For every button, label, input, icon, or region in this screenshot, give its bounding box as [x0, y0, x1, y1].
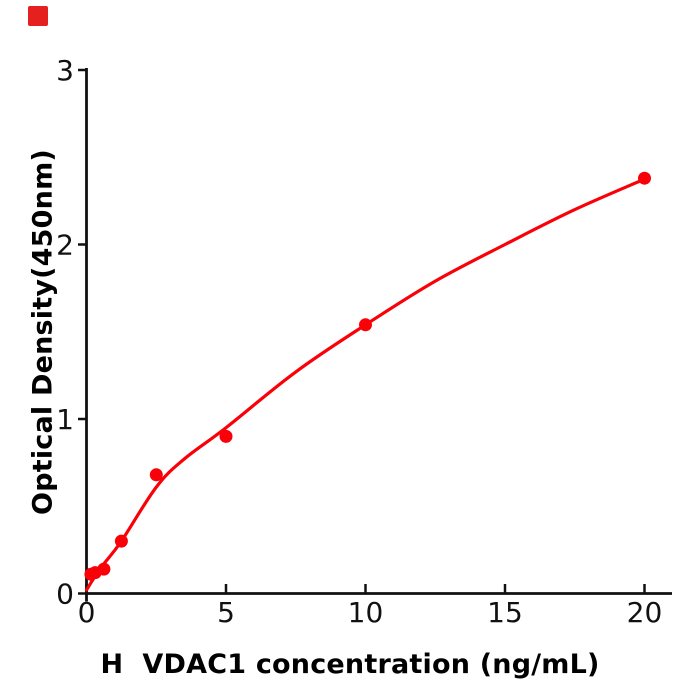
corner-red-square-marker [28, 6, 48, 26]
y-tick-label: 0 [56, 578, 74, 611]
x-tick-label: 5 [217, 596, 235, 629]
y-tick-label: 2 [56, 229, 74, 262]
y-tick-label: 3 [56, 54, 74, 87]
x-tick-label: 10 [348, 596, 384, 629]
x-tick-label: 20 [627, 596, 663, 629]
x-tick-label: 0 [78, 596, 96, 629]
x-axis-title: H VDAC1 concentration (ng/mL) [100, 649, 600, 680]
y-axis-title: Optical Density(450nm) [27, 149, 59, 515]
data-point [149, 468, 163, 482]
x-tick-label: 15 [487, 596, 523, 629]
fitted-curve [84, 177, 647, 592]
y-tick-label: 1 [56, 403, 74, 436]
data-point [219, 429, 233, 443]
